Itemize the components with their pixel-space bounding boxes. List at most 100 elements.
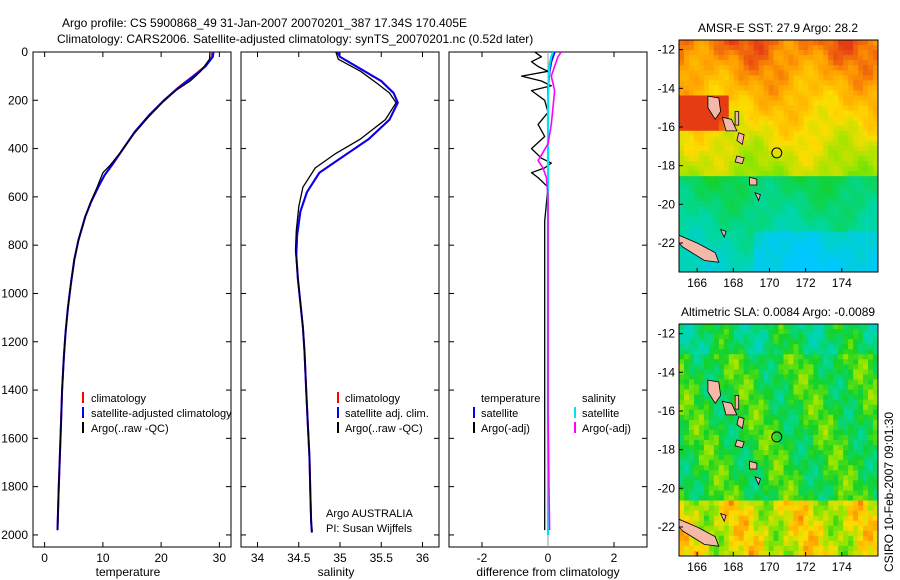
heatmap-cell [833, 399, 839, 406]
heatmap-cell [708, 186, 715, 192]
heatmap-cell [868, 221, 874, 228]
heatmap-cell [853, 450, 859, 456]
heatmap-cell [753, 241, 760, 248]
heatmap-cell [718, 399, 725, 406]
heatmap-cell [728, 510, 735, 517]
heatmap-cell [748, 236, 755, 243]
heatmap-cell [738, 60, 745, 66]
heatmap-cell [873, 414, 878, 421]
heatmap-cell [688, 520, 695, 527]
heatmap-cell [723, 90, 730, 97]
heatmap-cell [803, 211, 809, 218]
heatmap-cell [698, 515, 705, 522]
heatmap-cell [713, 465, 720, 471]
heatmap-cell [743, 231, 750, 238]
heatmap-cell [703, 429, 710, 436]
heatmap-cell [858, 135, 864, 142]
heatmap-cell [873, 135, 878, 142]
heatmap-cell [723, 480, 730, 486]
heatmap-cell [679, 115, 685, 122]
heatmap-cell [808, 45, 814, 51]
heatmap-cell [823, 324, 829, 330]
heatmap-cell [688, 226, 695, 233]
y-tick-label: -22 [658, 520, 676, 534]
heatmap-cell [748, 525, 755, 532]
heatmap-cell [703, 520, 710, 527]
heatmap-cell [763, 135, 770, 142]
heatmap-cell [693, 105, 700, 112]
heatmap-cell [698, 120, 705, 127]
heatmap-cell [803, 261, 809, 268]
heatmap-cell [808, 465, 814, 471]
heatmap-cell [733, 369, 740, 376]
heatmap-cell [718, 110, 725, 117]
heatmap-cell [818, 500, 824, 507]
heatmap-cell [833, 125, 839, 132]
heatmap-cell [838, 80, 844, 86]
heatmap-cell [738, 40, 745, 46]
heatmap-cell [758, 80, 765, 86]
heatmap-cell [778, 339, 785, 345]
heatmap-cell [763, 55, 770, 61]
heatmap-cell [838, 450, 844, 456]
heatmap-cell [848, 329, 854, 335]
heatmap-cell [843, 485, 849, 492]
heatmap-cell [868, 166, 874, 172]
heatmap-cell [788, 384, 795, 391]
heatmap-cell [828, 369, 834, 376]
heatmap-cell [858, 399, 864, 406]
y-tick-label: 1200 [1, 335, 28, 349]
y-tick-label: -20 [658, 481, 676, 495]
heatmap-cell [838, 186, 844, 192]
heatmap-cell [868, 176, 874, 182]
heatmap-cell [718, 95, 725, 102]
heatmap-cell [853, 261, 859, 268]
heatmap-cell [728, 140, 735, 147]
heatmap-cell [783, 246, 790, 253]
heatmap-cell [743, 90, 750, 97]
heatmap-cell [718, 520, 725, 527]
heatmap-cell [868, 510, 874, 517]
heatmap-cell [738, 359, 745, 365]
heatmap-cell [793, 450, 799, 456]
heatmap-cell [773, 161, 780, 167]
heatmap-cell [818, 495, 824, 502]
heatmap-cell [708, 429, 715, 436]
heatmap-cell [708, 525, 715, 532]
heatmap-cell [763, 150, 770, 157]
heatmap-cell [828, 399, 834, 406]
heatmap-cell [679, 216, 685, 223]
heatmap-cell [723, 135, 730, 142]
heatmap-cell [803, 166, 809, 172]
heatmap-cell [808, 369, 814, 376]
sla-map-panel: Altimetric SLA: 0.0084 Argo: -0.0089 166… [658, 305, 879, 574]
heatmap-cell [798, 226, 804, 233]
heatmap-cell [679, 434, 685, 441]
heatmap-cell [868, 161, 874, 167]
heatmap-cell [798, 510, 804, 517]
heatmap-cell [798, 414, 804, 421]
heatmap-cell [808, 324, 814, 330]
heatmap-cell [708, 115, 715, 122]
heatmap-cell [803, 130, 809, 137]
heatmap-cell [733, 65, 740, 71]
heatmap-cell [728, 384, 735, 391]
heatmap-cell [718, 85, 725, 92]
heatmap-cell [688, 161, 695, 167]
heatmap-cell [743, 369, 750, 376]
heatmap-cell [748, 409, 755, 416]
heatmap-cell [768, 540, 775, 547]
heatmap-cell [693, 156, 700, 162]
heatmap-cell [708, 490, 715, 497]
heatmap-cell [863, 480, 869, 486]
heatmap-cell [863, 505, 869, 512]
heatmap-cell [718, 221, 725, 228]
heatmap-cell [688, 191, 695, 197]
heatmap-cell [863, 246, 869, 253]
heatmap-cell [748, 535, 755, 542]
heatmap-cell [763, 515, 770, 522]
heatmap-cell [868, 85, 874, 92]
heatmap-cell [773, 545, 780, 552]
heatmap-cell [738, 55, 745, 61]
heatmap-cell [718, 490, 725, 497]
